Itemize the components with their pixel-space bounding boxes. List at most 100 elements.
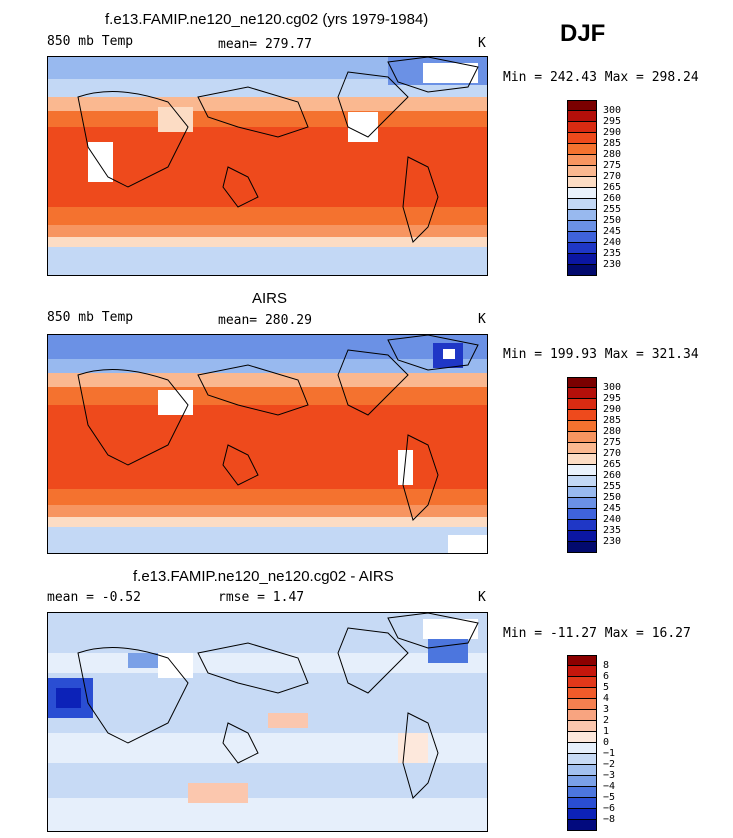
colorbar-swatch [567, 754, 597, 765]
colorbar-swatch [567, 166, 597, 177]
colorbar-swatch [567, 666, 597, 677]
colorbar-swatch [567, 509, 597, 520]
colorbar-label: 265 [603, 182, 622, 193]
colorbar-swatch [567, 688, 597, 699]
colorbar-label: −4 [603, 781, 616, 792]
colorbar-swatch [567, 732, 597, 743]
panel-1-title: f.e13.FAMIP.ne120_ne120.cg02 (yrs 1979-1… [105, 11, 429, 28]
colorbar-swatch [567, 133, 597, 144]
colorbar-label: 245 [603, 503, 622, 514]
colorbar-swatch [567, 432, 597, 443]
panel-1-colorbar [567, 100, 597, 276]
colorbar-label: 280 [603, 149, 622, 160]
colorbar-label: 8 [603, 660, 610, 671]
colorbar-label: 3 [603, 704, 610, 715]
colorbar-swatch [567, 655, 597, 666]
colorbar-swatch [567, 265, 597, 276]
colorbar-swatch [567, 232, 597, 243]
colorbar-swatch [567, 377, 597, 388]
colorbar-label: 250 [603, 492, 622, 503]
colorbar-swatch [567, 388, 597, 399]
colorbar-swatch [567, 798, 597, 809]
colorbar-label: −5 [603, 792, 616, 803]
panel-1-mean: mean= 279.77 [218, 37, 312, 52]
colorbar-swatch [567, 498, 597, 509]
colorbar-swatch [567, 487, 597, 498]
colorbar-label: 260 [603, 470, 622, 481]
panel-3-map-svg [48, 613, 487, 831]
colorbar-swatch [567, 542, 597, 553]
colorbar-swatch [567, 421, 597, 432]
colorbar-label: 295 [603, 393, 622, 404]
panel-2-variable: 850 mb Temp [47, 310, 134, 325]
colorbar-label: −6 [603, 803, 616, 814]
colorbar-label: 290 [603, 127, 622, 138]
colorbar-swatch [567, 100, 597, 111]
colorbar-label: 275 [603, 160, 622, 171]
colorbar-label: 0 [603, 737, 610, 748]
colorbar-label: 4 [603, 693, 610, 704]
panel-2-map [47, 334, 488, 554]
colorbar-label: 275 [603, 437, 622, 448]
panel-2-mean: mean= 280.29 [218, 313, 312, 328]
colorbar-label: −3 [603, 770, 616, 781]
colorbar-swatch [567, 122, 597, 133]
colorbar-label: 230 [603, 536, 622, 547]
colorbar-swatch [567, 520, 597, 531]
colorbar-label: 235 [603, 525, 622, 536]
colorbar-swatch [567, 221, 597, 232]
colorbar-swatch [567, 820, 597, 831]
colorbar-swatch [567, 454, 597, 465]
colorbar-label: 230 [603, 259, 622, 270]
colorbar-label: 250 [603, 215, 622, 226]
colorbar-label: 6 [603, 671, 610, 682]
panel-2-map-svg [48, 335, 487, 553]
season-label: DJF [560, 20, 606, 47]
panel-3-title: f.e13.FAMIP.ne120_ne120.cg02 - AIRS [133, 568, 394, 585]
colorbar-swatch [567, 111, 597, 122]
colorbar-swatch [567, 743, 597, 754]
panel-1-units: K [478, 36, 486, 51]
colorbar-swatch [567, 243, 597, 254]
panel-3-rmse: rmse = 1.47 [218, 590, 305, 605]
colorbar-label: 5 [603, 682, 610, 693]
colorbar-label: 290 [603, 404, 622, 415]
colorbar-label: 245 [603, 226, 622, 237]
colorbar-swatch [567, 254, 597, 265]
panel-3-units: K [478, 590, 486, 605]
colorbar-label: 270 [603, 448, 622, 459]
colorbar-swatch [567, 809, 597, 820]
colorbar-label: 295 [603, 116, 622, 127]
colorbar-label: 235 [603, 248, 622, 259]
colorbar-label: 260 [603, 193, 622, 204]
panel-2-minmax: Min = 199.93 Max = 321.34 [503, 347, 699, 362]
panel-3-minmax: Min = -11.27 Max = 16.27 [503, 626, 691, 641]
colorbar-swatch [567, 776, 597, 787]
panel-3-map [47, 612, 488, 832]
panel-1-map [47, 56, 488, 276]
colorbar-label: 240 [603, 237, 622, 248]
colorbar-swatch [567, 144, 597, 155]
colorbar-label: 255 [603, 481, 622, 492]
colorbar-swatch [567, 188, 597, 199]
colorbar-label: 300 [603, 382, 622, 393]
colorbar-swatch [567, 677, 597, 688]
colorbar-swatch [567, 399, 597, 410]
colorbar-swatch [567, 765, 597, 776]
colorbar-label: 285 [603, 138, 622, 149]
colorbar-swatch [567, 210, 597, 221]
panel-2-title: AIRS [252, 290, 288, 307]
colorbar-label: 270 [603, 171, 622, 182]
colorbar-swatch [567, 177, 597, 188]
colorbar-swatch [567, 787, 597, 798]
panel-2-colorbar [567, 377, 597, 553]
colorbar-label: 280 [603, 426, 622, 437]
colorbar-swatch [567, 443, 597, 454]
colorbar-label: −1 [603, 748, 616, 759]
panel-1-minmax: Min = 242.43 Max = 298.24 [503, 70, 699, 85]
colorbar-label: −2 [603, 759, 616, 770]
colorbar-label: 2 [603, 715, 610, 726]
panel-3-mean: mean = -0.52 [47, 590, 141, 605]
panel-1-map-svg [48, 57, 487, 275]
colorbar-label: 285 [603, 415, 622, 426]
